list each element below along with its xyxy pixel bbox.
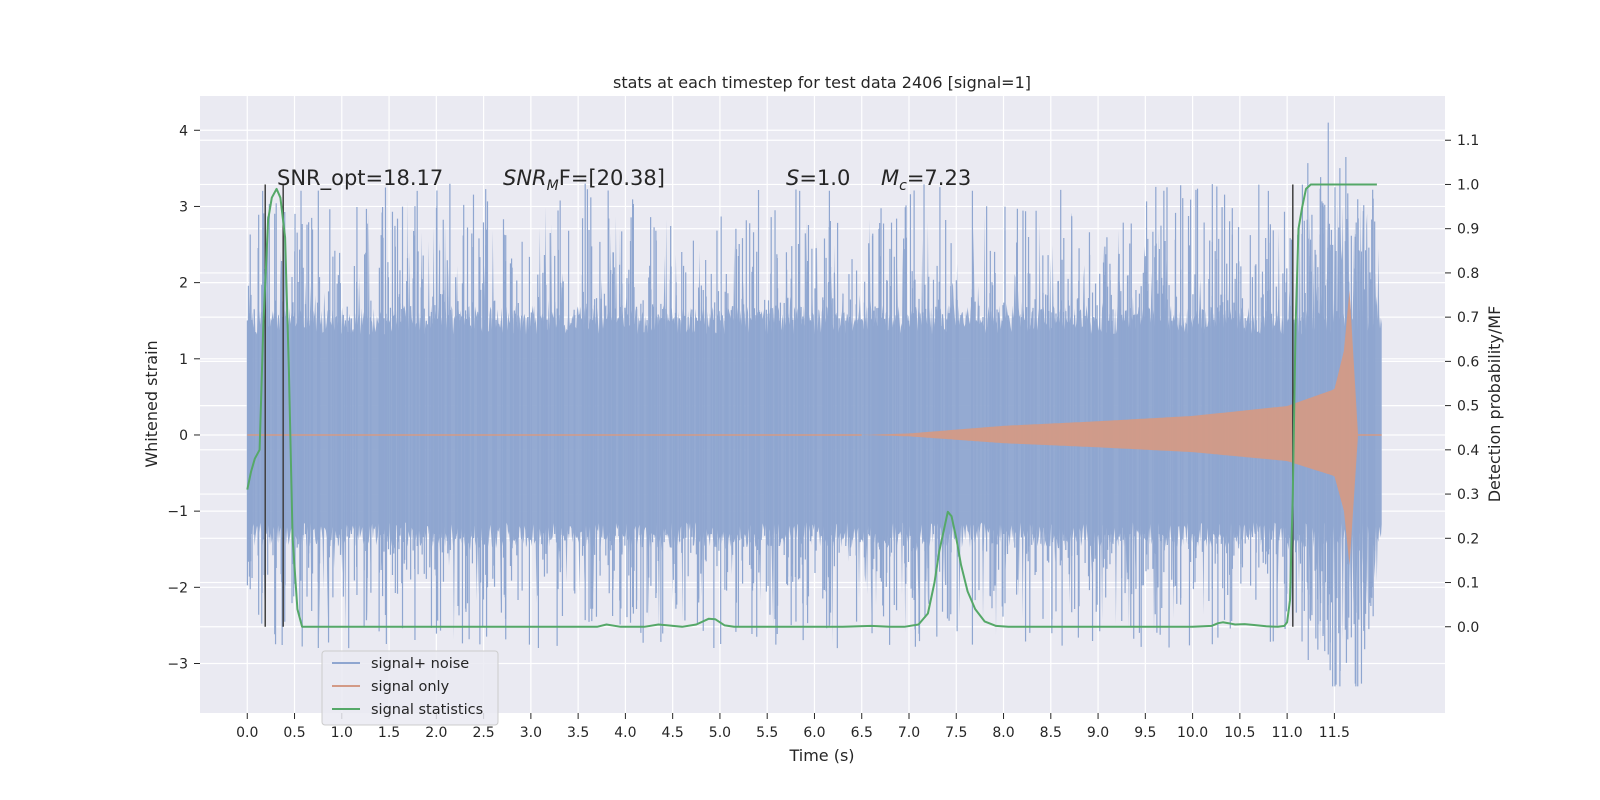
- y2-tick-label: 0.0: [1457, 620, 1479, 636]
- y-tick-label: 0: [179, 428, 188, 444]
- annotation-snr-mf-sub: M: [547, 178, 559, 194]
- annotation-s-prefix: S: [786, 166, 799, 190]
- x-tick-label: 10.5: [1224, 725, 1255, 741]
- x-tick-label: 3.5: [567, 725, 589, 741]
- y2-tick-label: 0.5: [1457, 399, 1479, 415]
- y2-tick-label: 0.4: [1457, 443, 1479, 459]
- x-tick-label: 7.0: [898, 725, 920, 741]
- x-tick-label: 9.0: [1087, 725, 1109, 741]
- y-tick-label: 2: [179, 276, 188, 292]
- series-signal-noise: [246, 122, 1382, 687]
- x-tick-label: 8.0: [992, 725, 1014, 741]
- legend-label-signal-only: signal only: [371, 679, 450, 695]
- y2-tick-label: 1.0: [1457, 177, 1479, 193]
- signal-statistics-line: [246, 183, 1377, 628]
- x-tick-label: 7.5: [945, 725, 967, 741]
- x-tick-label: 9.5: [1134, 725, 1156, 741]
- x-tick-label: 5.5: [756, 725, 778, 741]
- x-tick-label: 2.0: [425, 725, 447, 741]
- x-tick-label: 6.0: [803, 725, 825, 741]
- annotation-snr-mf-suffix: F=[20.38]: [559, 166, 665, 190]
- y-tick-label: −3: [167, 656, 188, 672]
- legend-label-signal-noise: signal+ noise: [371, 656, 469, 672]
- legend-box: [321, 650, 499, 726]
- annotation-snr-mf-prefix: SNR: [503, 166, 547, 190]
- y-tick-label: −1: [167, 504, 188, 520]
- series-signal-statistics: [246, 183, 1377, 628]
- annotation-snr-opt: SNR_opt=18.17: [277, 166, 443, 191]
- annotation-s: S=1.0: [786, 166, 850, 190]
- annotation-mc-sub: c: [899, 178, 907, 194]
- y2-axis-title: Detection probability/MF: [1485, 306, 1504, 503]
- y2-tick-label: 0.6: [1457, 354, 1479, 370]
- x-axis-ticks: 0.0 0.5 1.0 1.5 2.0 2.5 3.0 3.5 4.0 4.5 5.0 5.5 6.0 6…: [236, 713, 1350, 741]
- y2-tick-label: 1.1: [1457, 133, 1479, 149]
- x-tick-label: 4.0: [614, 725, 636, 741]
- y-tick-label: −2: [167, 580, 188, 596]
- y-tick-label: 1: [179, 352, 188, 368]
- x-tick-label: 4.5: [662, 725, 684, 741]
- annotation-mc: Mc=7.23: [881, 166, 971, 194]
- y2-tick-label: 0.8: [1457, 266, 1479, 282]
- chart-title: stats at each timestep for test data 240…: [613, 73, 1031, 92]
- annotation-mc-suffix: =7.23: [907, 166, 971, 190]
- x-tick-label: 1.5: [378, 725, 400, 741]
- y2-tick-label: 0.3: [1457, 487, 1479, 503]
- annotation-snr-mf: SNRMF=[20.38]: [503, 166, 665, 194]
- x-tick-label: 11.0: [1272, 725, 1303, 741]
- y2-tick-label: 0.7: [1457, 310, 1479, 326]
- vertical-markers: [264, 184, 1294, 627]
- y2-tick-label: 0.1: [1457, 576, 1479, 592]
- series-signal-only: [247, 290, 1382, 566]
- x-tick-label: 5.0: [709, 725, 731, 741]
- x-axis-title: Time (s): [788, 746, 854, 765]
- x-tick-label: 0.5: [283, 725, 305, 741]
- y2-tick-label: 0.2: [1457, 531, 1479, 547]
- x-tick-label: 0.0: [236, 725, 258, 741]
- y-tick-label: 3: [179, 199, 188, 215]
- y-tick-label: 4: [179, 123, 188, 139]
- y2-axis-ticks: 0.0 0.1 0.2 0.3 0.4 0.5 0.6 0.7 0.8 0.9 1.0 1.1: [1445, 133, 1479, 636]
- annotation-mc-prefix: M: [881, 166, 899, 190]
- legend: signal+ noise signal only signal statist…: [321, 650, 499, 726]
- x-tick-label: 3.0: [520, 725, 542, 741]
- y-axis-title: Whitened strain: [142, 340, 161, 467]
- x-tick-label: 2.5: [472, 725, 494, 741]
- y-axis-ticks: −3 −2 −1 0 1 2 3 4: [167, 123, 200, 672]
- x-tick-label: 10.0: [1177, 725, 1208, 741]
- y2-tick-label: 0.9: [1457, 222, 1479, 238]
- annotation-s-suffix: =1.0: [799, 166, 850, 190]
- x-tick-label: 8.5: [1040, 725, 1062, 741]
- x-tick-label: 1.0: [331, 725, 353, 741]
- x-tick-label: 11.5: [1319, 725, 1350, 741]
- signal-only-chirp: [861, 290, 1359, 566]
- legend-label-signal-statistics: signal statistics: [371, 702, 483, 718]
- x-tick-label: 6.5: [851, 725, 873, 741]
